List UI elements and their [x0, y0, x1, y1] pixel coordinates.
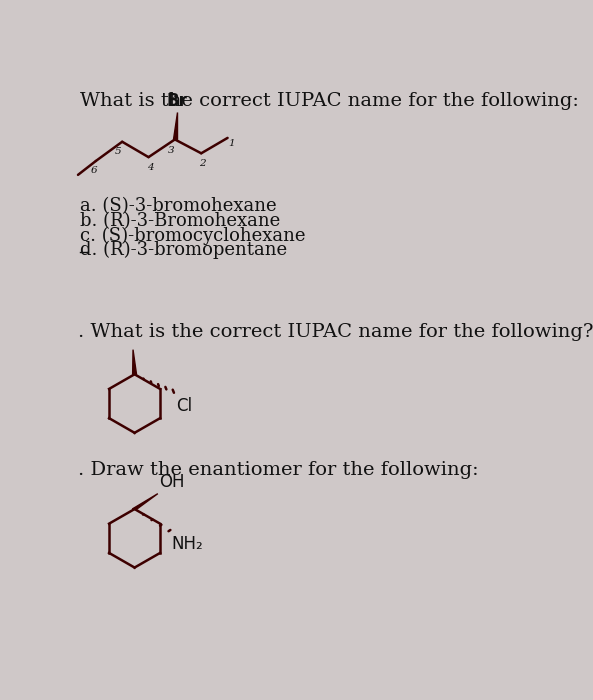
Text: d. (R)-3-bromopentane: d. (R)-3-bromopentane	[80, 241, 288, 259]
Text: c. (S)-bromocyclohexane: c. (S)-bromocyclohexane	[80, 227, 306, 245]
Polygon shape	[132, 494, 158, 509]
Text: b. (R)-3-Bromohexane: b. (R)-3-Bromohexane	[80, 212, 280, 230]
Text: 6: 6	[91, 167, 98, 176]
Text: Cl: Cl	[176, 398, 192, 415]
Text: 4: 4	[146, 162, 154, 172]
Text: a. (S)-3-bromohexane: a. (S)-3-bromohexane	[80, 197, 277, 215]
Text: . What is the correct IUPAC name for the following?: . What is the correct IUPAC name for the…	[78, 323, 593, 341]
Text: 2: 2	[199, 159, 206, 168]
Text: 1: 1	[228, 139, 235, 148]
Polygon shape	[173, 112, 177, 139]
Text: NH₂: NH₂	[172, 536, 203, 553]
Text: OH: OH	[160, 473, 185, 491]
Text: . Draw the enantiomer for the following:: . Draw the enantiomer for the following:	[78, 461, 479, 480]
Text: 3: 3	[168, 146, 174, 155]
Text: What is the correct IUPAC name for the following:: What is the correct IUPAC name for the f…	[80, 92, 579, 110]
Text: Br: Br	[167, 92, 187, 110]
Text: 5: 5	[115, 147, 122, 156]
Polygon shape	[133, 350, 136, 374]
